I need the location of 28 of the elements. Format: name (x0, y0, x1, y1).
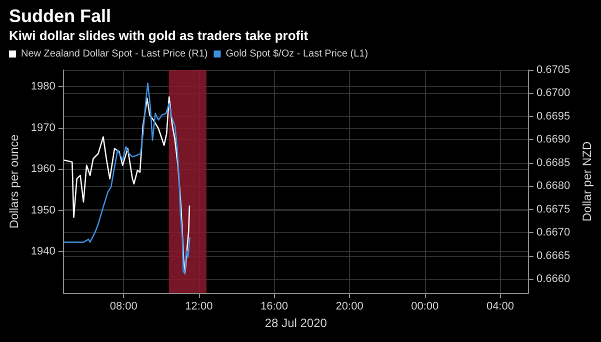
x-tick-label: 16:00 (260, 300, 288, 312)
y2-tick-label: 0.6660 (536, 273, 570, 286)
y-tick-label: 1980 (30, 80, 56, 93)
y2-tick-label: 0.6700 (536, 87, 570, 100)
y2-tick-label: 0.6690 (536, 134, 570, 146)
y2-tick-label: 0.6695 (536, 110, 570, 122)
x-tick-label: 20:00 (336, 300, 364, 312)
x-axis-title: 28 Jul 2020 (264, 316, 328, 330)
legend-label: Gold Spot $/Oz - Last Price (L1) (226, 48, 368, 60)
y-tick-label: 1940 (30, 246, 56, 258)
y-tick-label: 1960 (30, 163, 56, 176)
x-tick-label: 00:00 (411, 300, 439, 312)
y-axis-title: Dollars per ounce (7, 134, 21, 229)
y2-tick-label: 0.6665 (536, 250, 570, 262)
y-tick-label: 1950 (30, 204, 56, 216)
y2-tick-label: 0.6670 (536, 226, 570, 239)
legend-label: New Zealand Dollar Spot - Last Price (R1) (21, 48, 208, 60)
chart-title: Sudden Fall (9, 6, 112, 26)
x-tick-label: 04:00 (486, 300, 514, 312)
y-tick-label: 1970 (30, 122, 56, 134)
y2-tick-label: 0.6675 (536, 203, 570, 216)
chart-subtitle: Kiwi dollar slides with gold as traders take profit (9, 28, 309, 43)
y2-tick-label: 0.6680 (536, 180, 570, 192)
y2-tick-label: 0.6685 (536, 156, 570, 169)
x-tick-label: 12:00 (185, 300, 213, 312)
y2-tick-label: 0.6705 (536, 64, 570, 76)
x-tick-label: 08:00 (110, 300, 138, 312)
y2-axis-title: Dollar per NZD (580, 141, 594, 222)
